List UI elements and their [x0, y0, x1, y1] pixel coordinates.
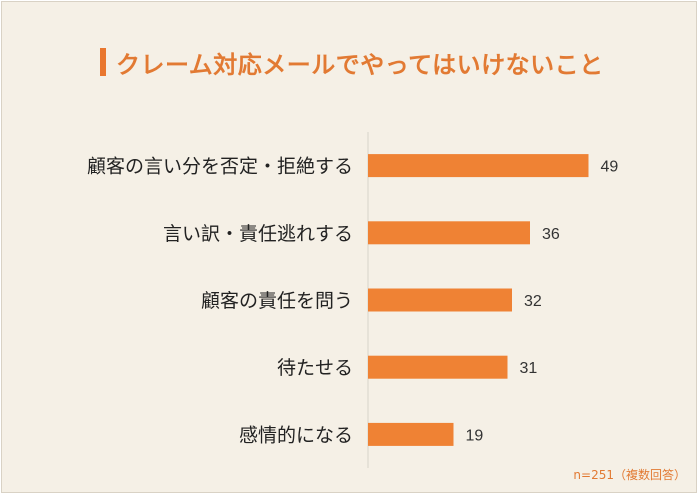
value-label: 36: [542, 226, 560, 243]
value-label: 49: [601, 159, 619, 176]
category-label: 感情的になる: [239, 424, 353, 446]
bar: [368, 422, 454, 446]
bar: [368, 355, 508, 379]
value-label: 32: [524, 293, 542, 310]
bar: [368, 154, 589, 178]
bar: [368, 288, 512, 312]
title-accent-bar: [100, 48, 106, 76]
chart-header: クレーム対応メールでやってはいけないこと: [100, 46, 604, 79]
sample-size-note: n=251（複数回答）: [573, 468, 686, 482]
chart-title: クレーム対応メールでやってはいけないこと: [116, 50, 604, 79]
category-label: 待たせる: [277, 357, 353, 379]
value-label: 31: [520, 360, 538, 377]
category-label: 顧客の言い分を否定・拒絶する: [87, 156, 353, 178]
value-label: 19: [466, 427, 484, 444]
category-label: 顧客の責任を問う: [201, 290, 353, 312]
category-label: 言い訳・責任逃れする: [163, 223, 353, 245]
bar: [368, 221, 530, 245]
